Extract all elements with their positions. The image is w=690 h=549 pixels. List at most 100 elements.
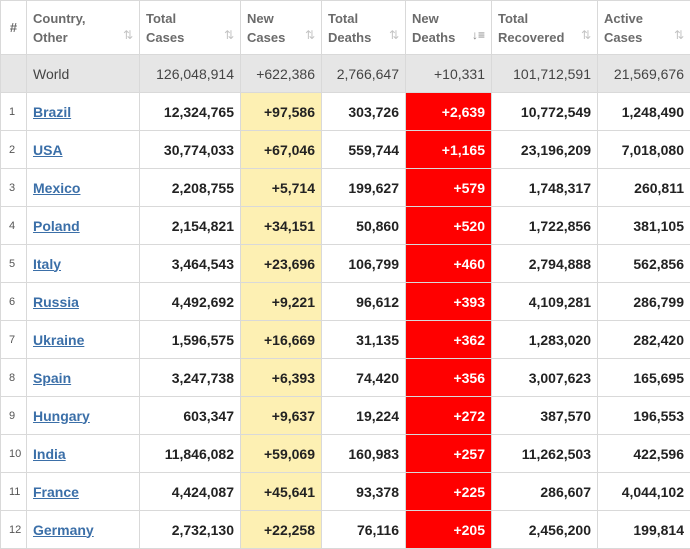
cell-new-deaths: +460: [406, 245, 492, 283]
country-link[interactable]: Spain: [33, 370, 71, 386]
row-country: Mexico: [27, 169, 140, 207]
cell-new-cases: +23,696: [241, 245, 322, 283]
cell-new-deaths: +393: [406, 283, 492, 321]
sort-icon[interactable]: ⇅: [305, 28, 315, 42]
row-country: Poland: [27, 207, 140, 245]
col-header-new-cases[interactable]: New Cases ⇅: [241, 1, 322, 55]
cell-active-cases: 422,596: [598, 435, 690, 473]
row-rank: 4: [1, 207, 27, 245]
col-header-label-line2: Other: [33, 28, 133, 47]
col-header-total-recovered[interactable]: Total Recovered ⇅: [492, 1, 598, 55]
cell-total-deaths: 93,378: [322, 473, 406, 511]
col-header-label-line1: New: [412, 9, 485, 28]
cell-total-cases: 2,732,130: [140, 511, 241, 549]
row-country: Italy: [27, 245, 140, 283]
cell-active-cases: 4,044,102: [598, 473, 690, 511]
row-rank: 8: [1, 359, 27, 397]
col-header-label-line1: Active: [604, 9, 684, 28]
cell-total-recovered: 10,772,549: [492, 93, 598, 131]
cell-active-cases: 196,553: [598, 397, 690, 435]
row-country: India: [27, 435, 140, 473]
col-header-label-line2: Cases: [604, 28, 684, 47]
country-link[interactable]: France: [33, 484, 79, 500]
cell-total-deaths: 160,983: [322, 435, 406, 473]
row-country: Germany: [27, 511, 140, 549]
cell-total-deaths: 74,420: [322, 359, 406, 397]
col-header-new-deaths[interactable]: New Deaths ↓≡: [406, 1, 492, 55]
cell-total-recovered: 23,196,209: [492, 131, 598, 169]
row-rank: 10: [1, 435, 27, 473]
cell-new-deaths: +362: [406, 321, 492, 359]
col-header-label-line2: Cases: [146, 28, 234, 47]
cell-total-deaths: 76,116: [322, 511, 406, 549]
cell-total-cases: 3,464,543: [140, 245, 241, 283]
sort-descending-icon[interactable]: ↓≡: [472, 28, 485, 42]
cell-new-deaths: +356: [406, 359, 492, 397]
cell-active-cases: 199,814: [598, 511, 690, 549]
cell-new-deaths: +225: [406, 473, 492, 511]
cell-active-cases: 21,569,676: [598, 55, 690, 93]
cell-total-recovered: 1,722,856: [492, 207, 598, 245]
country-link[interactable]: Italy: [33, 256, 61, 272]
row-rank: 2: [1, 131, 27, 169]
cell-total-deaths: 559,744: [322, 131, 406, 169]
cell-active-cases: 562,856: [598, 245, 690, 283]
country-link[interactable]: Ukraine: [33, 332, 84, 348]
cell-new-deaths: +205: [406, 511, 492, 549]
row-country: World: [27, 55, 140, 93]
cell-total-deaths: 106,799: [322, 245, 406, 283]
col-header-total-cases[interactable]: Total Cases ⇅: [140, 1, 241, 55]
cell-total-cases: 2,154,821: [140, 207, 241, 245]
row-rank: 11: [1, 473, 27, 511]
cell-active-cases: 260,811: [598, 169, 690, 207]
country-link[interactable]: Russia: [33, 294, 79, 310]
country-link[interactable]: Brazil: [33, 104, 71, 120]
cell-total-deaths: 199,627: [322, 169, 406, 207]
row-rank: 12: [1, 511, 27, 549]
cell-new-cases: +45,641: [241, 473, 322, 511]
cell-new-cases: +34,151: [241, 207, 322, 245]
col-header-label-line1: Country,: [33, 9, 133, 28]
col-header-total-deaths[interactable]: Total Deaths ⇅: [322, 1, 406, 55]
row-country: Ukraine: [27, 321, 140, 359]
cell-new-cases: +5,714: [241, 169, 322, 207]
cell-new-deaths: +257: [406, 435, 492, 473]
cell-total-cases: 1,596,575: [140, 321, 241, 359]
cell-new-deaths: +10,331: [406, 55, 492, 93]
sort-icon[interactable]: ⇅: [389, 28, 399, 42]
row-country: Hungary: [27, 397, 140, 435]
sort-icon[interactable]: ⇅: [581, 28, 591, 42]
cell-total-cases: 126,048,914: [140, 55, 241, 93]
col-header-country[interactable]: Country, Other ⇅: [27, 1, 140, 55]
cell-active-cases: 7,018,080: [598, 131, 690, 169]
cell-new-cases: +9,637: [241, 397, 322, 435]
cell-total-deaths: 96,612: [322, 283, 406, 321]
col-header-active-cases[interactable]: Active Cases ⇅: [598, 1, 690, 55]
country-link[interactable]: Mexico: [33, 180, 80, 196]
sort-icon[interactable]: ⇅: [123, 28, 133, 42]
country-link[interactable]: Poland: [33, 218, 80, 234]
cell-total-deaths: 50,860: [322, 207, 406, 245]
sort-icon[interactable]: ⇅: [674, 28, 684, 42]
col-header-label-line1: Total: [498, 9, 591, 28]
country-link[interactable]: Hungary: [33, 408, 90, 424]
country-link[interactable]: India: [33, 446, 66, 462]
col-header-rank[interactable]: #: [1, 1, 27, 55]
country-link[interactable]: USA: [33, 142, 63, 158]
row-country: USA: [27, 131, 140, 169]
country-link[interactable]: Germany: [33, 522, 94, 538]
sort-icon[interactable]: ⇅: [224, 28, 234, 42]
cell-new-cases: +16,669: [241, 321, 322, 359]
cell-total-recovered: 2,456,200: [492, 511, 598, 549]
cell-total-recovered: 1,283,020: [492, 321, 598, 359]
